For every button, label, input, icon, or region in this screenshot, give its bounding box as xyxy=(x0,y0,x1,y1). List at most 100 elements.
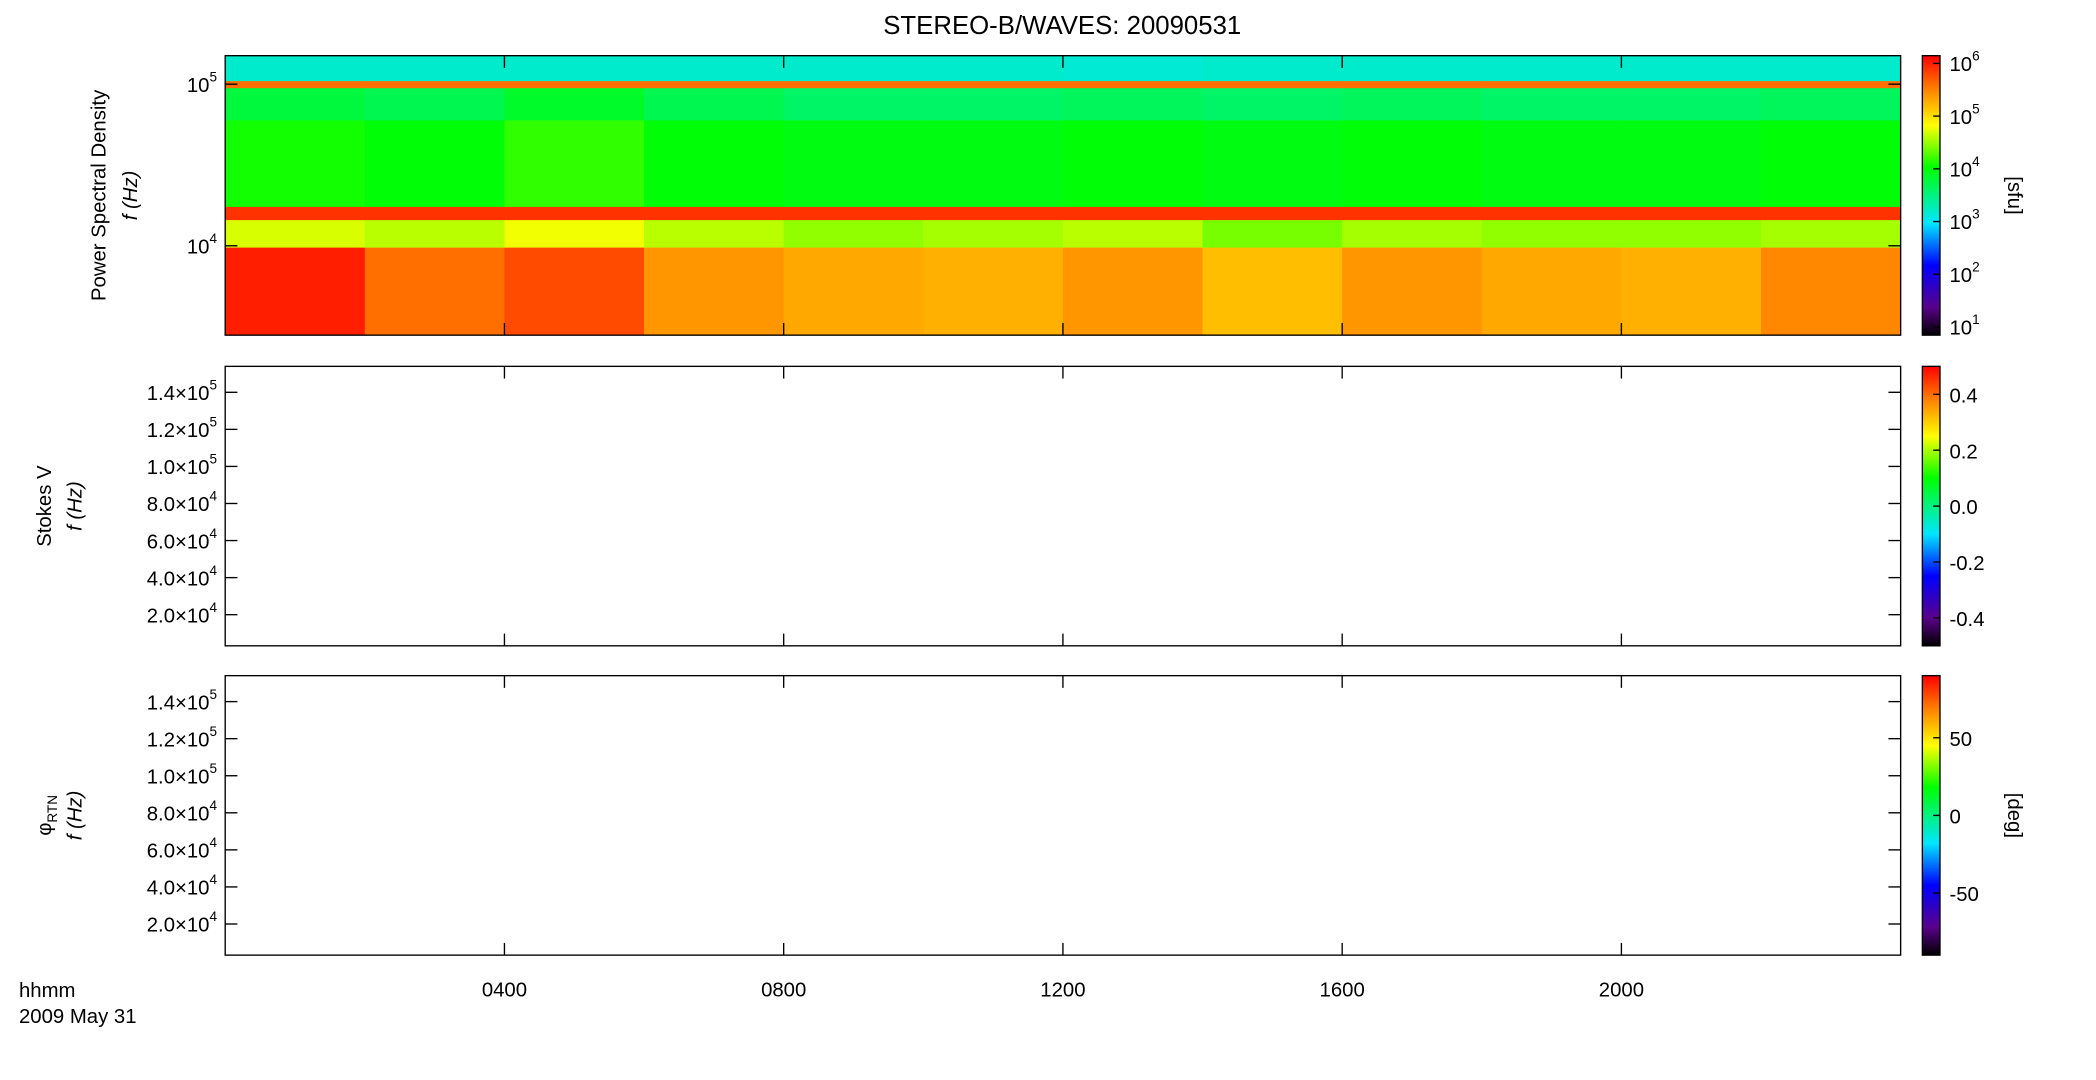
y-axis-label-main: Power Spectral Density xyxy=(89,89,111,301)
y-tick-label: 2.0×104 xyxy=(147,599,218,627)
spectrogram-cell xyxy=(1481,206,1622,221)
spectrogram-cell xyxy=(1481,80,1622,89)
spectrogram-cell xyxy=(923,206,1064,221)
spectrogram-cell xyxy=(1062,80,1203,89)
x-tick-label: 1200 xyxy=(1040,980,1085,1002)
y-tick-label-base: 8.0×10 xyxy=(147,495,210,517)
colorbar-tick-label-exp: 3 xyxy=(1972,206,1980,221)
colorbar-tick-label: -50 xyxy=(1949,884,1978,906)
spectrogram-cell xyxy=(923,219,1064,248)
spectrogram-cell xyxy=(1761,55,1902,82)
spectrogram-cell xyxy=(504,120,645,207)
colorbar-tick-label-base: 10 xyxy=(1949,265,1972,287)
x-tick-label-base: 0800 xyxy=(761,980,806,1002)
spectrogram-cell xyxy=(1202,219,1343,248)
spectrogram-cell xyxy=(923,80,1064,89)
spectrogram-cell xyxy=(1062,206,1203,221)
y-tick-label-base: 8.0×10 xyxy=(147,804,210,826)
colorbar-tick-label: 102 xyxy=(1949,259,1979,287)
colorbar-tick-label-exp: 2 xyxy=(1972,259,1980,274)
spectrogram-cell xyxy=(644,55,785,82)
spectrogram-cell xyxy=(1202,247,1343,336)
colorbar-tick-label-base: 10 xyxy=(1949,107,1972,129)
colorbar-tick-label-exp: 1 xyxy=(1972,312,1980,327)
spectrogram-cell xyxy=(1202,87,1343,121)
y-tick-label: 1.0×105 xyxy=(147,761,217,789)
y-tick-label: 1.4×105 xyxy=(147,377,217,405)
spectrogram-cell xyxy=(644,219,785,248)
spectrogram-cell xyxy=(225,206,366,221)
y-tick-label: 8.0×104 xyxy=(147,488,218,516)
colorbar-tick-label-base: 10 xyxy=(1949,54,1972,76)
spectrogram-cell xyxy=(364,206,505,221)
spectrogram-cell xyxy=(364,80,505,89)
y-tick-label: 2.0×104 xyxy=(147,909,218,937)
y-tick-label-base: 2.0×10 xyxy=(147,606,210,628)
spectrogram-cell xyxy=(1202,55,1343,82)
colorbar xyxy=(1921,55,1941,336)
spectrogram-cell xyxy=(1481,219,1622,248)
y-tick-label: 1.0×105 xyxy=(147,451,217,479)
spectrogram-cell xyxy=(644,120,785,207)
y-tick-label-exp: 5 xyxy=(210,723,218,738)
y-tick-label-exp: 5 xyxy=(210,686,218,701)
y-axis-label: Stokes V xyxy=(35,465,57,547)
colorbar-tick-label: 105 xyxy=(1949,101,1979,129)
y-tick-label-base: 4.0×10 xyxy=(147,569,210,591)
spectrogram-cell xyxy=(225,80,366,89)
y-tick-label: 105 xyxy=(187,69,217,97)
spectrogram-cell xyxy=(504,87,645,121)
x-tick-label: 1600 xyxy=(1320,980,1365,1002)
colorbar-tick-label: 106 xyxy=(1949,48,1979,76)
spectrogram-cell xyxy=(1761,80,1902,89)
y-tick-label-exp: 4 xyxy=(210,525,218,540)
spectrogram-cell xyxy=(364,247,505,336)
spectrogram-cell xyxy=(644,247,785,336)
x-tick-label: 2000 xyxy=(1599,980,1644,1002)
colorbar-tick-label: -0.2 xyxy=(1949,553,1984,575)
spectrogram-cell xyxy=(783,247,924,336)
y-tick-label-base: 2.0×10 xyxy=(147,915,210,937)
colorbar-tick-label-exp: 5 xyxy=(1972,101,1980,116)
x-tick-label-base: 2000 xyxy=(1599,980,1644,1002)
y-tick-label-base: 1.2×10 xyxy=(147,730,210,752)
spectrogram-cell xyxy=(1621,247,1762,336)
spectrogram-cell xyxy=(1342,80,1483,89)
y-tick-label-exp: 4 xyxy=(210,909,218,924)
colorbar-tick-label-exp: 6 xyxy=(1972,48,1980,63)
y-tick-label-base: 6.0×10 xyxy=(147,532,210,554)
x-tick-label: 0400 xyxy=(482,980,527,1002)
spectrogram-cell xyxy=(1621,87,1762,121)
spectrogram-cell xyxy=(783,55,924,82)
spectrogram-cell xyxy=(364,219,505,248)
colorbar-tick-label: 0.0 xyxy=(1949,497,1977,519)
x-axis-label: hhmm xyxy=(19,980,75,1002)
panel-frame xyxy=(224,365,1902,647)
spectrogram-cell xyxy=(644,87,785,121)
spectrogram-cell xyxy=(225,87,366,121)
spectrogram-cell xyxy=(1481,247,1622,336)
spectrogram-cell xyxy=(1761,219,1902,248)
spectrogram-cell xyxy=(783,120,924,207)
spectrogram-cell xyxy=(1761,120,1902,207)
y-tick-label-exp: 5 xyxy=(210,761,218,776)
spectrogram-cell xyxy=(1621,55,1762,82)
y-tick-label-base: 1.0×10 xyxy=(147,458,210,480)
y-axis-label-sub: RTN xyxy=(44,795,59,823)
y-tick-label: 4.0×104 xyxy=(147,872,218,900)
y-tick-label-exp: 4 xyxy=(210,599,218,614)
spectrogram-cell xyxy=(1342,120,1483,207)
x-tick-label-base: 1600 xyxy=(1320,980,1365,1002)
colorbar-tick-label: 0 xyxy=(1949,806,1960,828)
y-tick-label: 4.0×104 xyxy=(147,562,218,590)
y-axis-label: φRTN xyxy=(35,795,60,836)
spectrogram-cell xyxy=(923,120,1064,207)
y-tick-label-exp: 4 xyxy=(210,872,218,887)
spectrogram-cell xyxy=(504,80,645,89)
spectrogram-cell xyxy=(504,219,645,248)
y-tick-label: 1.2×105 xyxy=(147,414,217,442)
y-tick-label-exp: 5 xyxy=(210,69,218,84)
y-axis-unit-label: f (Hz) xyxy=(64,791,86,841)
